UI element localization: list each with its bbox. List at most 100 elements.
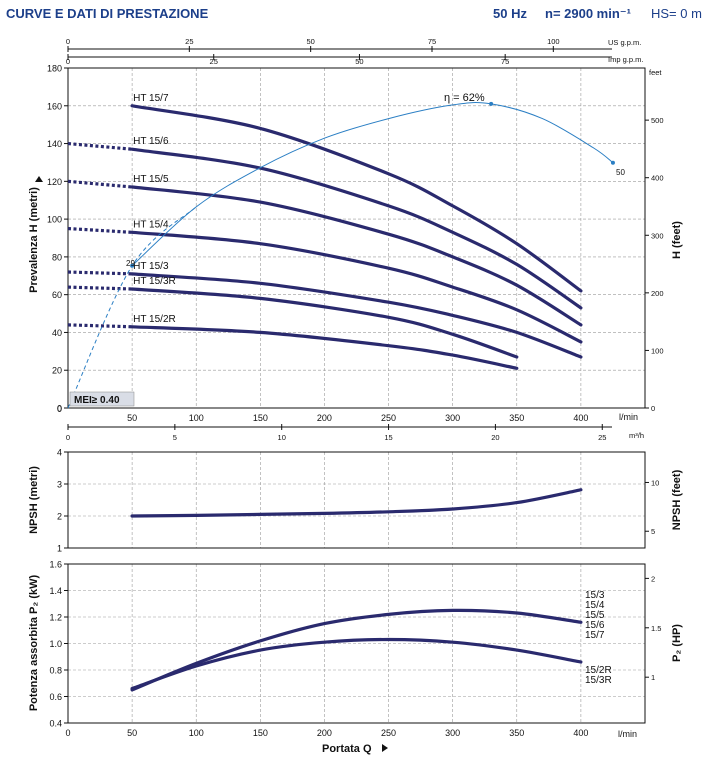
power-upper-curve-label: 15/3	[585, 590, 605, 601]
head-feet-tick-label: 400	[651, 174, 664, 183]
head-plot-frame	[67, 67, 646, 409]
power-curve-upper	[130, 608, 583, 692]
npsh-plot-frame	[67, 451, 646, 549]
head-lmin-unit: l/min	[619, 412, 638, 422]
frequency-label: 50 Hz	[493, 6, 527, 21]
head-y-tick-label: 160	[47, 101, 62, 111]
power-y-tick-label: 1.6	[49, 560, 62, 570]
head-curve-label: HT 15/4	[133, 219, 169, 230]
power-x-tick-label: 0	[65, 728, 70, 738]
power-upper-curve-label: 15/4	[585, 600, 605, 611]
us-gpm-unit: US g.p.m.	[608, 38, 641, 47]
power-hp-tick-label: 2	[651, 574, 655, 583]
mei-label: MEI≥ 0.40	[74, 395, 120, 406]
power-lower-curve-label: 15/2R	[585, 665, 612, 676]
npsh-plot: 1 2 3 4 5 10	[57, 448, 659, 554]
head-curve-extension	[67, 141, 133, 151]
head-y-tick-label: 80	[52, 252, 62, 262]
speed-label: n= 2900 min⁻¹	[545, 6, 631, 21]
head-x-tick-label-zero: 0	[57, 404, 62, 414]
m3h-tick-label: 15	[384, 433, 392, 442]
efficiency-marker-right: 50	[616, 168, 625, 177]
head-feet-tick-label: 200	[651, 289, 664, 298]
head-y-tick-label: 20	[52, 366, 62, 376]
head-curve-ht-15/2r	[130, 325, 519, 370]
head-curve-ht-15/5	[130, 185, 583, 327]
power-y-axis-title: Potenza assorbita P₂ (kW)	[28, 575, 40, 712]
head-curve-ht-15/3r	[130, 287, 519, 359]
m3h-tick-label: 5	[173, 433, 177, 442]
head-curve-label: HT 15/5	[133, 174, 169, 185]
us-gpm-tick-label: 50	[306, 37, 314, 46]
npsh-y-tick-label: 3	[57, 480, 62, 490]
power-hp-tick-label: 1	[651, 673, 655, 682]
power-x-tick-label: 300	[445, 728, 460, 738]
head-feet-tick-label: 300	[651, 231, 664, 240]
feet-unit: feet	[649, 68, 662, 77]
head-curve-extension	[67, 179, 133, 189]
head-y-tick-label: 180	[47, 64, 62, 74]
power-x-tick-label: 50	[127, 728, 137, 738]
head-x-tick-label: 100	[189, 413, 204, 423]
efficiency-point-peak	[489, 101, 494, 106]
imp-gpm-unit: Imp g.p.m.	[608, 55, 643, 64]
head-x-tick-label: 250	[381, 413, 396, 423]
power-x-tick-label: 400	[573, 728, 588, 738]
head-curve-extension	[67, 226, 133, 234]
portata-arrow-icon	[382, 744, 388, 752]
imp-gpm-tick-label: 0	[66, 57, 70, 66]
imp-gpm-tick-label: 75	[501, 57, 509, 66]
head-y-tick-label: 60	[52, 290, 62, 300]
head-feet-tick-label: 0	[651, 404, 655, 413]
efficiency-curve	[131, 102, 614, 267]
power-x-tick-label: 350	[509, 728, 524, 738]
chart-title: CURVE E DATI DI PRESTAZIONE	[6, 6, 209, 21]
power-x-tick-label: 100	[189, 728, 204, 738]
power-y-tick-label: 0.6	[49, 692, 62, 702]
head-curve-extension	[67, 323, 133, 329]
power-y-tick-label: 1.0	[49, 639, 62, 649]
head-y-tick-label: 140	[47, 139, 62, 149]
power-y-tick-label: 0.8	[49, 666, 62, 676]
head-x-tick-label: 350	[509, 413, 524, 423]
head-curve-ht-15/7	[130, 104, 583, 293]
head-curve-ht-15/3	[130, 272, 583, 359]
power-upper-curve-label: 15/7	[585, 630, 605, 641]
head-y-tick-label: 40	[52, 328, 62, 338]
power-y-tick-label: 0.4	[49, 719, 62, 729]
power-right-axis-title: P₂ (HP)	[671, 624, 683, 662]
us-gpm-tick-label: 75	[428, 37, 436, 46]
npsh-feet-tick-label: 10	[651, 478, 659, 487]
power-upper-curve-label: 15/5	[585, 610, 605, 621]
head-y-tick-label: 120	[47, 177, 62, 187]
head-y-axis-title: Prevalenza H (metri)	[28, 187, 40, 293]
power-plot: 0.4 0.6 0.8 1.0 1.2 1.4 1.6 1 1.5 2 0 50 100 150 200 25…	[49, 560, 661, 752]
npsh-y-tick-label: 2	[57, 512, 62, 522]
head-curve-ht-15/4	[130, 230, 583, 344]
head-curve-extension	[67, 285, 133, 291]
head-y-tick-label: 100	[47, 215, 62, 225]
npsh-feet-tick-label: 5	[651, 527, 655, 536]
npsh-y-tick-label: 4	[57, 448, 62, 458]
power-x-tick-label: 250	[381, 728, 396, 738]
mei-box	[69, 391, 135, 407]
head-x-tick-label: 50	[127, 413, 137, 423]
head-curve-extension	[67, 270, 133, 276]
head-x-tick-label: 200	[317, 413, 332, 423]
m3h-tick-label: 10	[278, 433, 286, 442]
efficiency-point-left	[130, 263, 135, 268]
head-axis-arrow-icon	[35, 176, 43, 182]
power-x-tick-label: 200	[317, 728, 332, 738]
power-x-axis-title: Portata Q	[322, 743, 372, 755]
head-curve-label: HT 15/3	[133, 261, 169, 272]
head-curve-label: HT 15/6	[133, 136, 169, 147]
imp-gpm-tick-label: 25	[210, 57, 218, 66]
head-curve-label: HT 15/7	[133, 93, 169, 104]
power-y-tick-label: 1.2	[49, 613, 62, 623]
npsh-right-axis-title: NPSH (feet)	[671, 469, 683, 530]
power-hp-tick-label: 1.5	[651, 624, 661, 633]
m3h-unit: m³/h	[629, 431, 644, 440]
head-x-tick-label: 400	[573, 413, 588, 423]
efficiency-curve-dashed	[67, 206, 197, 409]
